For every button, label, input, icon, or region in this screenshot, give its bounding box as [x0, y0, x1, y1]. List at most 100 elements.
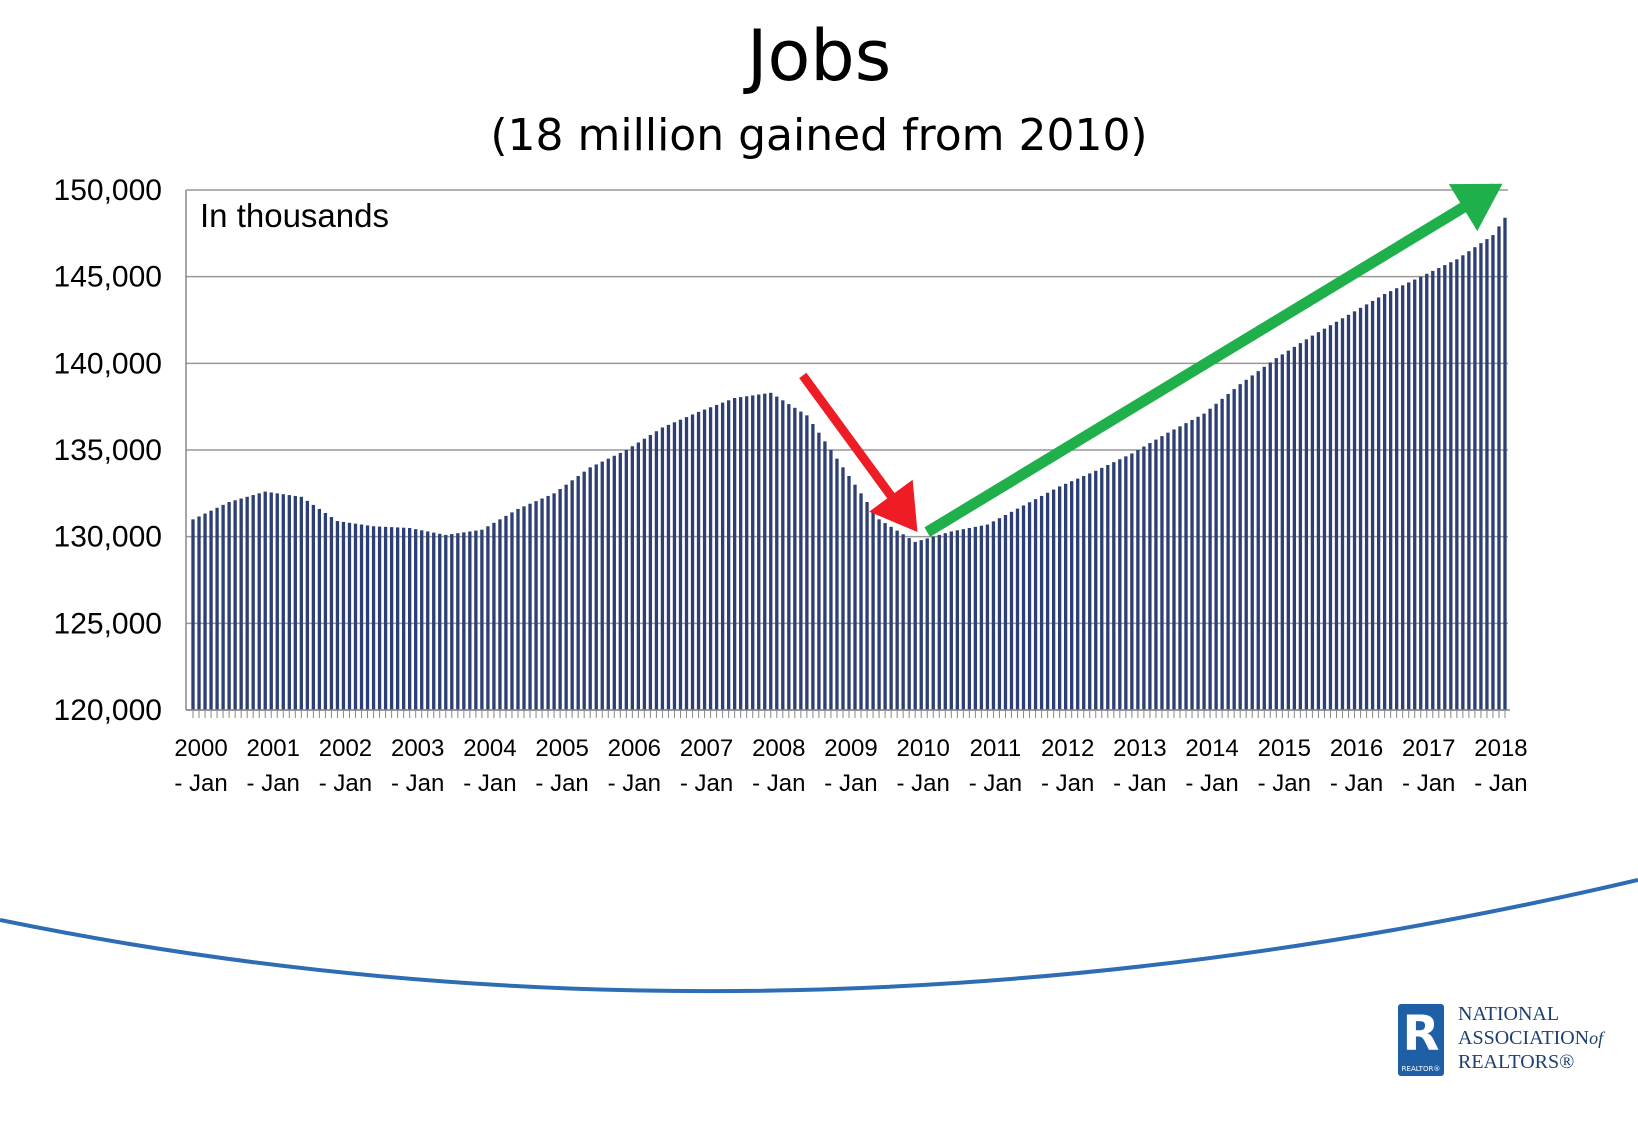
bar — [594, 464, 598, 710]
bar — [480, 529, 484, 710]
bar — [1479, 243, 1483, 710]
bar — [1262, 366, 1266, 710]
bar — [1082, 476, 1086, 710]
x-tick-label: 2012 - Jan — [1041, 735, 1094, 797]
x-tick-label: 2018 - Jan — [1474, 735, 1527, 797]
bar — [197, 516, 201, 710]
bar — [1166, 432, 1170, 710]
bar — [666, 424, 671, 710]
x-tick-month: - Jan — [1185, 770, 1238, 797]
bar — [468, 531, 472, 710]
bar — [1160, 436, 1164, 710]
bar — [769, 392, 773, 710]
bar — [558, 489, 562, 710]
bar — [1413, 279, 1417, 710]
bar — [1064, 483, 1068, 710]
bar — [1112, 462, 1116, 710]
bar — [925, 538, 929, 710]
x-tick-month: - Jan — [1041, 770, 1094, 797]
bar — [1425, 273, 1429, 710]
bar — [853, 484, 857, 710]
x-tick-label: 2016 - Jan — [1330, 735, 1383, 797]
bar — [1214, 403, 1218, 710]
x-tick-label: 2008 - Jan — [752, 735, 805, 797]
x-tick-year: 2008 — [752, 735, 805, 762]
bar — [570, 480, 574, 710]
bar — [233, 500, 237, 710]
bar — [389, 527, 394, 710]
bar — [383, 526, 388, 710]
bar — [576, 476, 580, 710]
bar — [1226, 393, 1230, 710]
bar — [1497, 226, 1501, 710]
bar — [522, 506, 526, 710]
bar — [1021, 505, 1026, 710]
bar — [865, 502, 869, 710]
chart-subtitle: (18 million gained from 2010) — [490, 110, 1148, 161]
x-tick-month: - Jan — [897, 770, 950, 797]
bar — [1467, 251, 1471, 710]
bar — [1130, 453, 1134, 710]
x-tick-label: 2011 - Jan — [969, 735, 1022, 797]
bar — [672, 422, 677, 710]
bar — [1376, 297, 1381, 710]
x-tick-label: 2009 - Jan — [824, 735, 877, 797]
bar — [871, 510, 875, 710]
bar — [1437, 268, 1441, 710]
bar — [1232, 389, 1236, 710]
bar — [582, 471, 586, 710]
x-tick-month: - Jan — [1402, 770, 1455, 797]
bar — [492, 522, 496, 710]
bar — [636, 442, 641, 710]
logo-wordmark: NATIONAL ASSOCIATIONof REALTORS® — [1458, 1002, 1628, 1074]
bar — [859, 493, 863, 710]
bar — [1027, 502, 1032, 710]
bar — [919, 540, 923, 710]
bar — [1088, 473, 1092, 710]
x-tick-label: 2014 - Jan — [1185, 735, 1238, 797]
bar — [438, 533, 442, 710]
bar — [787, 404, 791, 710]
x-tick-year: 2013 — [1113, 735, 1166, 762]
bar — [967, 528, 972, 710]
bar — [317, 508, 322, 710]
chart-title: Jobs — [746, 15, 892, 97]
bar — [1172, 429, 1176, 710]
bar — [624, 450, 628, 710]
x-tick-year: 2005 — [535, 735, 588, 762]
bar — [1015, 508, 1020, 710]
recovery-arrow — [924, 183, 1503, 537]
bar — [1124, 456, 1128, 710]
bar — [757, 394, 761, 710]
bar — [811, 424, 815, 710]
bar — [299, 496, 303, 710]
y-tick-label: 130,000 — [54, 521, 162, 554]
logo-line-1: NATIONAL — [1458, 1003, 1560, 1025]
bar — [1340, 318, 1345, 710]
bar — [1142, 446, 1146, 710]
bar — [498, 519, 502, 710]
x-tick-label: 2007 - Jan — [680, 735, 733, 797]
bar — [1196, 416, 1200, 710]
bar — [732, 398, 737, 710]
bar — [546, 495, 550, 710]
bar — [775, 396, 779, 710]
logo-mark-caption: REALTOR® — [1401, 1065, 1441, 1073]
x-tick-label: 2017 - Jan — [1402, 735, 1455, 797]
bar — [1178, 426, 1182, 710]
x-minor-ticks — [192, 710, 1506, 718]
x-tick-year: 2015 — [1258, 735, 1311, 762]
bar — [684, 417, 689, 710]
bar — [1316, 332, 1321, 710]
bar — [823, 441, 827, 710]
y-tick-label: 120,000 — [54, 694, 162, 727]
bar — [1184, 423, 1188, 710]
bar — [401, 527, 406, 710]
bar — [1298, 343, 1303, 710]
bar — [347, 522, 352, 710]
bar — [1388, 291, 1393, 710]
bar — [901, 534, 905, 710]
bar — [720, 402, 725, 710]
